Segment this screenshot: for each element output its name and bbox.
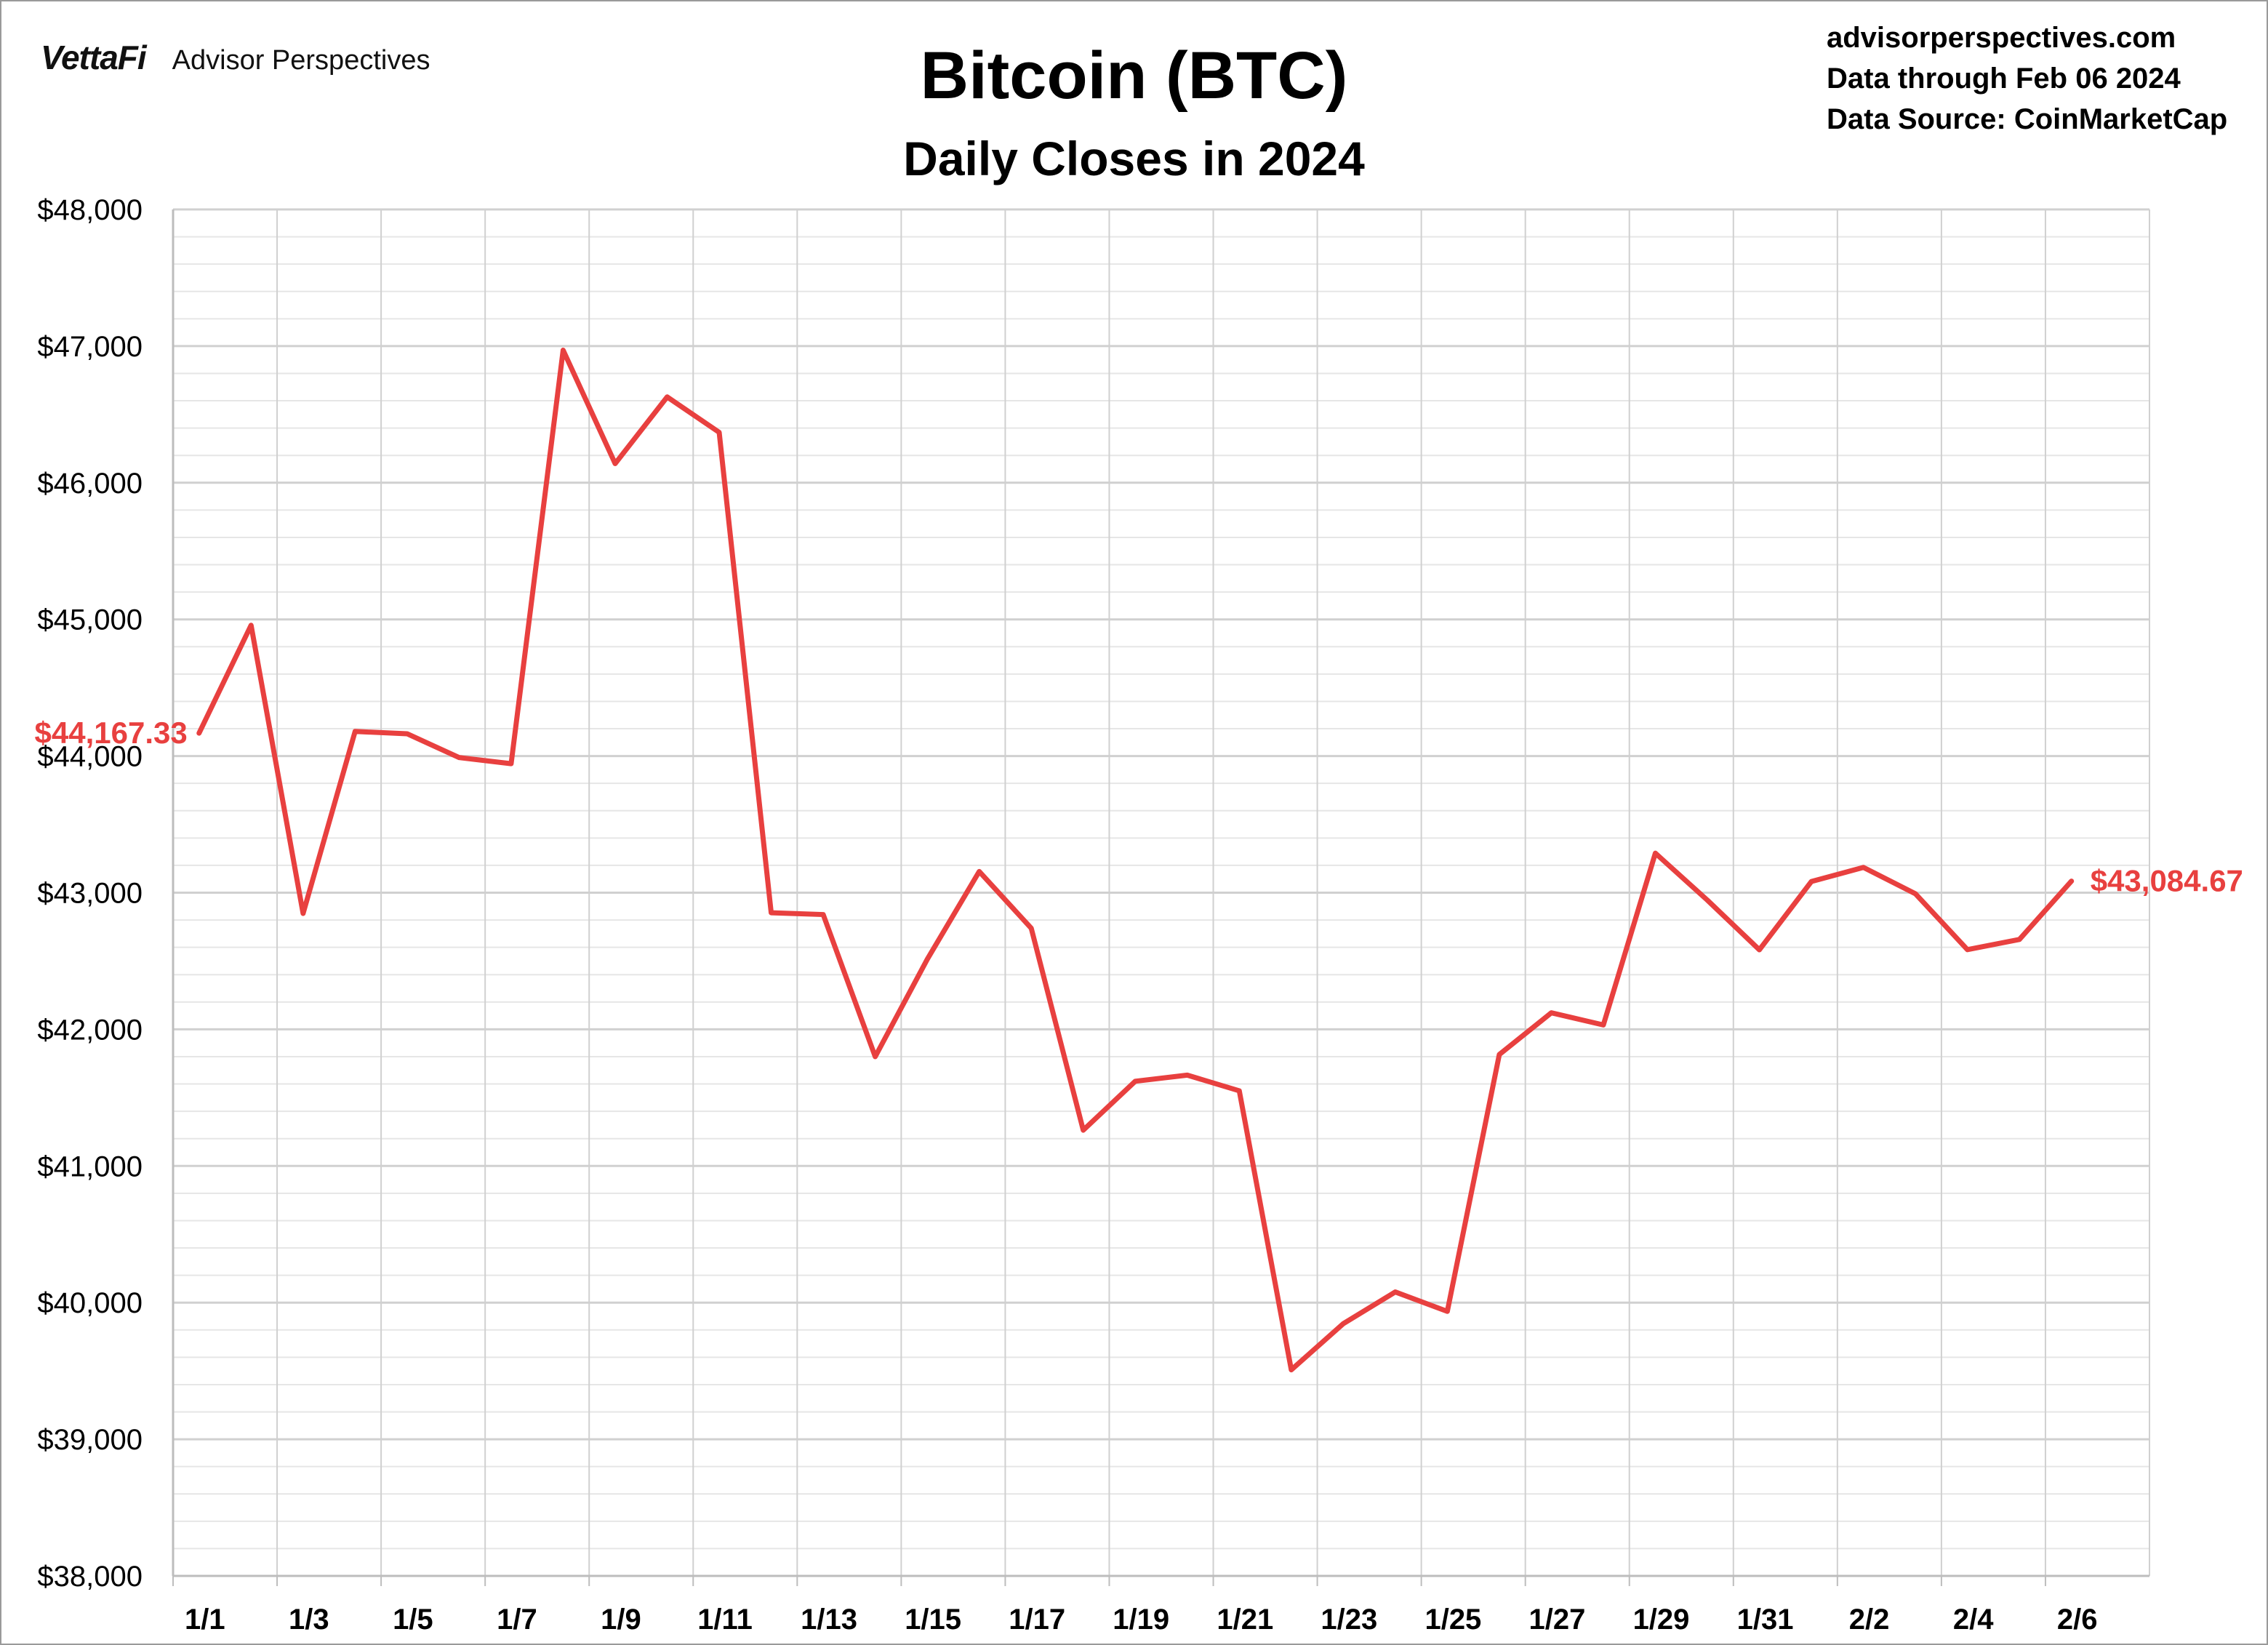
x-tick-label: 2/4 (1953, 1604, 1994, 1636)
chart-subtitle: Daily Closes in 2024 (903, 132, 1365, 185)
data-point (1445, 1309, 1449, 1313)
x-tick-label: 1/29 (1633, 1604, 1690, 1636)
branding: VettaFi Advisor Perspectives (41, 38, 430, 77)
data-point (1601, 1022, 1606, 1027)
data-point (1549, 1011, 1553, 1015)
x-tick-label: 1/11 (697, 1604, 753, 1636)
site-url: advisorperspectives.com (1827, 22, 2176, 54)
x-tick-label: 1/3 (289, 1604, 329, 1636)
data-point (1081, 1128, 1086, 1132)
data-point (1758, 948, 1762, 952)
x-tick-label: 1/23 (1321, 1604, 1377, 1636)
x-tick-label: 1/5 (393, 1604, 433, 1636)
data-point (1654, 851, 1658, 855)
x-tick-label: 1/19 (1113, 1604, 1169, 1636)
data-point (457, 756, 461, 760)
value-annotation: $43,084.67 (2091, 864, 2243, 898)
data-point (717, 430, 721, 434)
data-source: Data Source: CoinMarketCap (1827, 103, 2228, 135)
x-tick-label: 1/21 (1217, 1604, 1273, 1636)
brand-name: Advisor Perspectives (172, 45, 430, 76)
data-point (249, 623, 253, 628)
data-point (353, 729, 357, 734)
y-tick-label: $38,000 (37, 1561, 143, 1593)
y-tick-label: $44,000 (37, 741, 143, 773)
x-tick-label: 1/31 (1737, 1604, 1794, 1636)
data-point (1497, 1052, 1502, 1057)
x-tick-label: 2/2 (1849, 1604, 1890, 1636)
x-tick-label: 1/7 (497, 1604, 537, 1636)
btc-close-line (196, 348, 2075, 1373)
data-point (1289, 1368, 1294, 1372)
data-through: Data through Feb 06 2024 (1827, 63, 2181, 95)
data-point (1237, 1089, 1241, 1093)
data-point (1341, 1321, 1345, 1326)
y-tick-label: $41,000 (37, 1150, 143, 1182)
y-tick-label: $39,000 (37, 1424, 143, 1456)
y-tick-label: $45,000 (37, 604, 143, 636)
data-point (1966, 948, 1970, 952)
data-point (977, 869, 982, 873)
data-point (613, 461, 617, 465)
data-point (509, 761, 513, 766)
value-annotation: $44,167.33 (35, 716, 188, 750)
data-point (1705, 898, 1710, 902)
data-point (821, 913, 825, 917)
data-point (1862, 865, 1866, 870)
data-point (1185, 1073, 1190, 1077)
data-point (561, 348, 565, 353)
data-point (1133, 1079, 1137, 1084)
data-point (301, 911, 305, 916)
data-point (2017, 937, 2021, 942)
data-point (197, 731, 201, 735)
data-point (1913, 892, 1918, 896)
y-tick-label: $43,000 (37, 878, 143, 910)
y-tick-label: $47,000 (37, 331, 143, 363)
data-point (1029, 926, 1033, 930)
chart-title: Bitcoin (BTC) (920, 39, 1348, 113)
x-tick-label: 1/27 (1529, 1604, 1586, 1636)
y-tick-label: $48,000 (37, 194, 143, 226)
data-point (925, 957, 929, 961)
x-tick-label: 1/17 (1009, 1604, 1065, 1636)
x-tick-label: 1/1 (185, 1604, 225, 1636)
x-tick-label: 1/9 (601, 1604, 641, 1636)
y-tick-label: $40,000 (37, 1287, 143, 1319)
vettafi-logo: VettaFi (41, 39, 147, 76)
data-point (1393, 1290, 1398, 1294)
data-point (873, 1054, 878, 1059)
y-tick-label: $46,000 (37, 468, 143, 500)
data-point (665, 395, 670, 399)
data-point (2069, 879, 2074, 884)
source-info: advisorperspectives.com Data through Feb… (1827, 17, 2268, 140)
y-tick-label: $42,000 (37, 1014, 143, 1046)
x-tick-label: 2/6 (2057, 1604, 2098, 1636)
data-point (1809, 879, 1814, 884)
data-point (405, 732, 409, 736)
x-tick-label: 1/15 (905, 1604, 961, 1636)
x-tick-label: 1/25 (1424, 1604, 1481, 1636)
data-point (769, 910, 774, 915)
x-tick-label: 1/13 (801, 1604, 857, 1636)
